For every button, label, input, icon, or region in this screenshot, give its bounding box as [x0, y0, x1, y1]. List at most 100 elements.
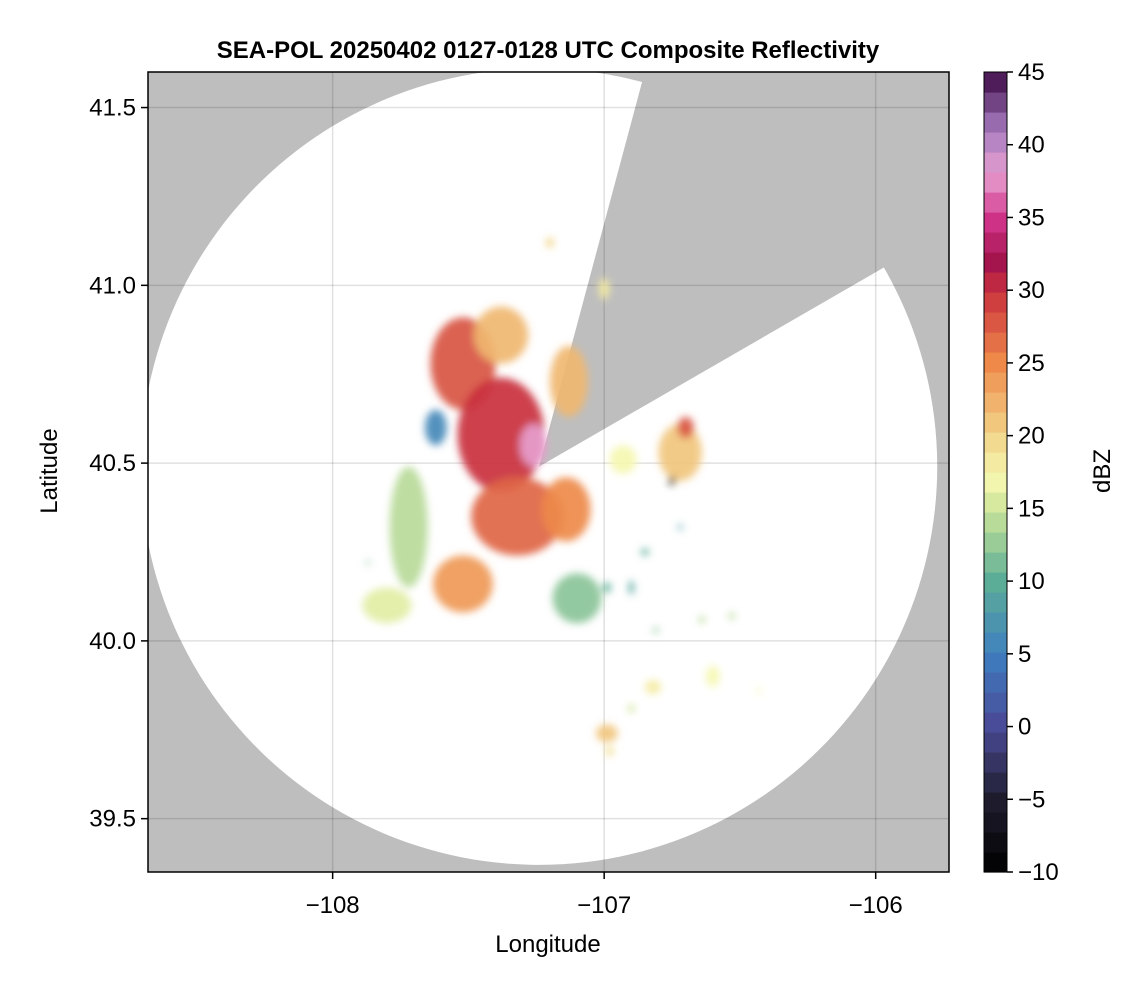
- colorbar-swatch: [984, 772, 1007, 793]
- colorbar-swatch: [984, 352, 1007, 373]
- echo-cell: [365, 560, 371, 565]
- colorbar-label: dBZ: [1089, 449, 1116, 493]
- colorbar-tick-label: 15: [1018, 495, 1045, 522]
- colorbar-swatch: [984, 92, 1007, 113]
- colorbar-frame: [983, 71, 1008, 873]
- plot-frame: [147, 71, 950, 873]
- echo-cell: [473, 306, 529, 364]
- colorbar-swatch: [984, 412, 1007, 433]
- echo-cell: [605, 745, 614, 757]
- echo-cell: [644, 680, 662, 695]
- colorbar-swatch: [984, 272, 1007, 293]
- echo-cell: [628, 704, 635, 713]
- echo-cell: [389, 466, 428, 588]
- x-tick-label: −108: [306, 892, 360, 919]
- colorbar-swatch: [984, 172, 1007, 193]
- colorbar-swatch: [984, 852, 1007, 873]
- radar-coverage-area: [148, 72, 938, 865]
- colorbar-swatch: [984, 232, 1007, 253]
- echo-cell: [519, 424, 548, 467]
- colorbar-tick-label: −10: [1018, 859, 1059, 886]
- colorbar-swatch: [984, 292, 1007, 313]
- echo-cell: [457, 377, 545, 492]
- colorbar-tick-label: 35: [1018, 204, 1045, 231]
- colorbar-tick-label: 25: [1018, 350, 1045, 377]
- echo-cell: [658, 424, 702, 481]
- chart-title: SEA-POL 20250402 0127-0128 UTC Composite…: [217, 37, 880, 64]
- colorbar-swatch: [984, 552, 1007, 573]
- colorbar-swatch: [984, 212, 1007, 233]
- colorbar-tick-label: 0: [1018, 714, 1031, 741]
- colorbar-tick-label: 45: [1018, 59, 1045, 86]
- colorbar-tick-label: 30: [1018, 277, 1045, 304]
- colorbar-tick-label: −5: [1018, 786, 1045, 813]
- colorbar-tick-label: 20: [1018, 423, 1045, 450]
- echo-cell: [677, 416, 694, 439]
- echo-cell: [609, 445, 637, 474]
- echo-cell: [541, 477, 591, 542]
- echo-cell: [668, 476, 676, 486]
- echo-cell: [705, 665, 720, 688]
- colorbar-swatch: [984, 252, 1007, 273]
- echo-cell: [596, 724, 618, 743]
- echo-cell: [728, 612, 736, 620]
- colorbar-swatch: [984, 332, 1007, 353]
- echo-cell: [362, 587, 412, 624]
- colorbar-swatch: [984, 732, 1007, 753]
- colorbar-swatch: [984, 112, 1007, 133]
- colorbar-swatch: [984, 192, 1007, 213]
- colorbar-swatch: [984, 692, 1007, 713]
- colorbar-swatch: [984, 72, 1007, 93]
- echo-cell: [698, 616, 706, 624]
- colorbar-swatch: [984, 612, 1007, 633]
- x-axis-ticks: −108 −107 −106: [306, 872, 903, 919]
- colorbar-swatch: [984, 432, 1007, 453]
- x-tick-label: −106: [849, 892, 903, 919]
- echo-cell: [545, 237, 554, 249]
- colorbar-swatch: [984, 512, 1007, 533]
- colorbar-swatch: [984, 152, 1007, 173]
- colorbar-swatch: [984, 532, 1007, 553]
- colorbar-swatch: [984, 652, 1007, 673]
- colorbar-tick-label: 40: [1018, 132, 1045, 159]
- echo-cell: [628, 580, 635, 595]
- echo-cell: [424, 409, 447, 446]
- echo-cell: [653, 627, 659, 634]
- reflectivity-echoes: [362, 237, 762, 757]
- y-axis-label: Latitude: [36, 428, 63, 513]
- plot-area: [148, 72, 949, 872]
- colorbar-swatch: [984, 672, 1007, 693]
- echo-cell: [602, 582, 611, 593]
- y-axis-ticks: 39.5 40.0 40.5 41.0 41.5: [89, 95, 148, 833]
- colorbar-swatch: [984, 472, 1007, 493]
- colorbar-swatch: [984, 492, 1007, 513]
- y-tick-label: 39.5: [89, 806, 136, 833]
- x-tick-label: −107: [577, 892, 631, 919]
- colorbar-tick-label: 5: [1018, 641, 1031, 668]
- echo-cell: [678, 524, 683, 530]
- colorbar-swatch: [984, 752, 1007, 773]
- colorbar-tick-label: 10: [1018, 568, 1045, 595]
- echo-cell: [433, 555, 493, 613]
- colorbar-swatch: [984, 592, 1007, 613]
- colorbar: [983, 71, 1008, 873]
- echo-cell: [598, 278, 610, 300]
- colorbar-swatch: [984, 812, 1007, 833]
- y-tick-label: 41.0: [89, 272, 136, 299]
- colorbar-swatch: [984, 632, 1007, 653]
- colorbar-swatch: [984, 832, 1007, 853]
- colorbar-swatch: [984, 712, 1007, 733]
- colorbar-swatch: [984, 312, 1007, 333]
- y-tick-label: 41.5: [89, 95, 136, 122]
- echo-cell: [640, 548, 649, 556]
- colorbar-swatch: [984, 792, 1007, 813]
- echo-cell: [471, 477, 564, 556]
- echo-cell: [549, 345, 588, 417]
- y-tick-label: 40.0: [89, 628, 136, 655]
- echo-cell: [552, 573, 602, 624]
- echo-cell: [756, 687, 762, 694]
- colorbar-swatch: [984, 372, 1007, 393]
- colorbar-swatch: [984, 572, 1007, 593]
- colorbar-swatch: [984, 452, 1007, 473]
